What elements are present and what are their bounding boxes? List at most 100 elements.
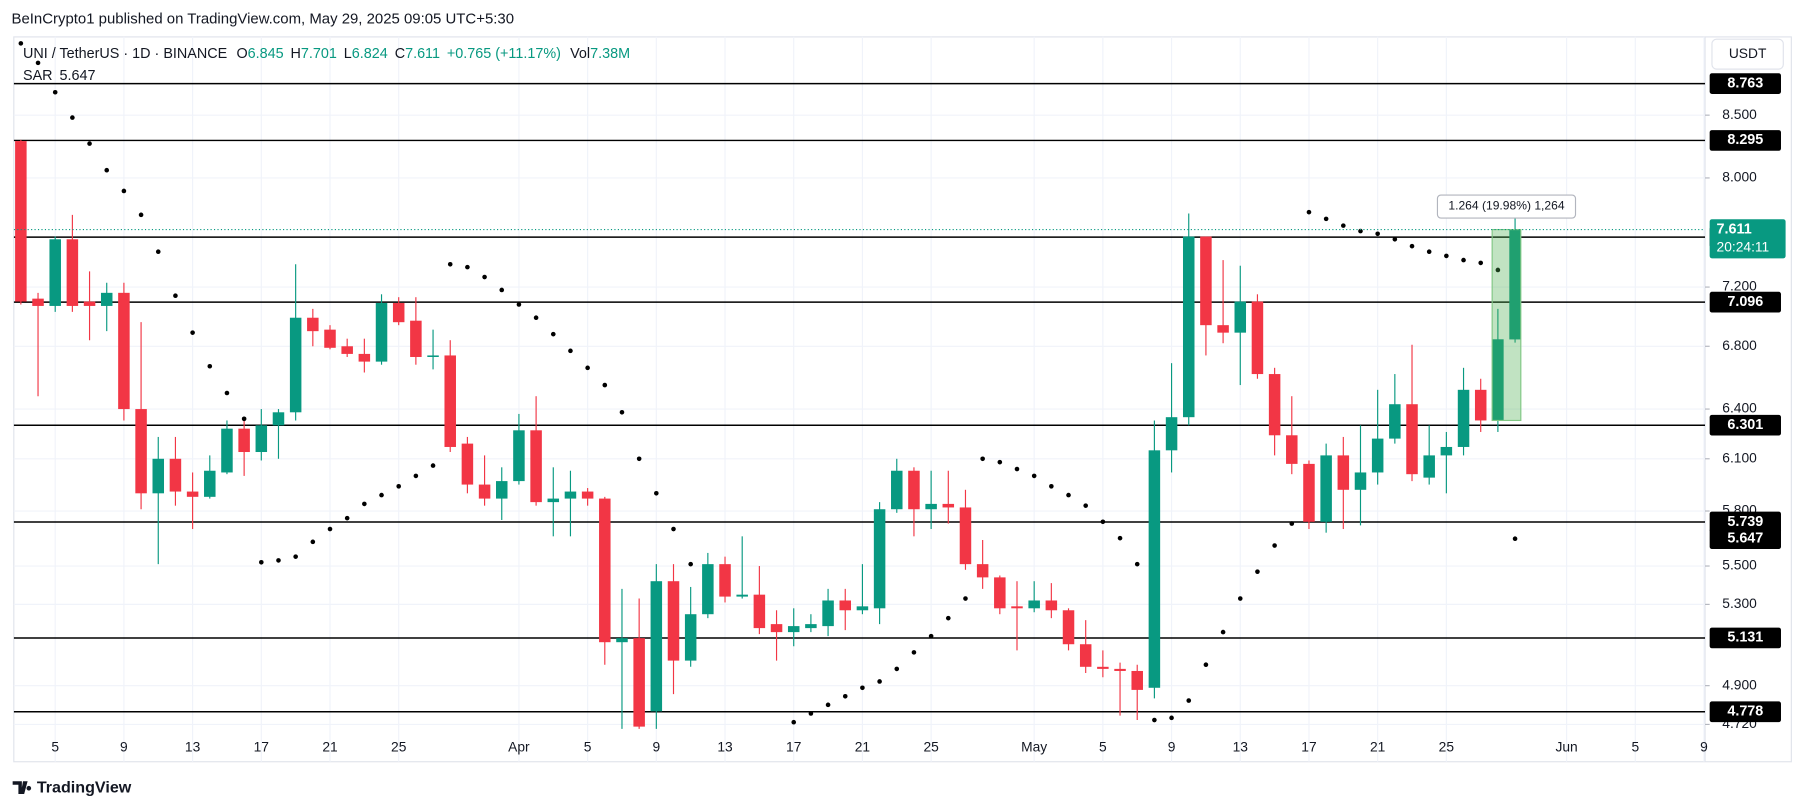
sar-dot (1409, 243, 1415, 249)
candle-body (805, 624, 817, 629)
sar-dot (362, 501, 367, 507)
sar-dot (224, 390, 230, 396)
candle-body (994, 577, 1006, 609)
sar-dot (1049, 484, 1054, 489)
candle-body (1303, 463, 1315, 522)
x-tick-label: 9 (120, 740, 128, 755)
x-tick-label: 17 (1301, 740, 1316, 755)
level-label: 5.739 (1727, 514, 1763, 530)
x-tick-label: 5 (51, 740, 59, 755)
sar-dot (465, 264, 470, 270)
sar-dot (1220, 629, 1226, 635)
sar-dot (928, 633, 934, 639)
sar-dot (259, 559, 264, 565)
sar-dot (791, 719, 797, 725)
candle-body (719, 564, 731, 597)
candle-body (495, 481, 508, 499)
candle-body (1234, 301, 1247, 333)
price-label: 7.611 (1717, 221, 1752, 237)
sar-dot (1255, 569, 1260, 574)
price-label-box (1709, 219, 1786, 259)
candle-body (787, 626, 800, 633)
legend: UNI / TetherUS · 1D · BINANCE O6.845 H7.70… (23, 46, 630, 62)
sar-dot (1478, 260, 1484, 266)
candle-body (1354, 472, 1367, 490)
x-tick-label: 9 (1700, 740, 1708, 755)
sar-label: 5.647 (1727, 531, 1763, 547)
level-label: 5.131 (1727, 630, 1763, 646)
sar-dot (121, 188, 127, 194)
y-tick-label: 5.300 (1722, 596, 1757, 611)
candle-body (324, 329, 336, 348)
sar-dot (533, 315, 539, 321)
sar-dot (842, 693, 848, 699)
sar-dot (1375, 231, 1380, 237)
candle-body (770, 624, 783, 633)
sar-dot (911, 650, 917, 655)
sar-dot (1358, 228, 1363, 234)
candle-body (1217, 325, 1229, 333)
x-tick-label: Jun (1555, 740, 1577, 755)
sar-dot (516, 302, 522, 307)
candle-body (633, 638, 645, 727)
level-label-box (1709, 130, 1781, 151)
legend-high-label: H (291, 46, 301, 62)
sar-dot (1323, 216, 1329, 222)
candle-body (135, 409, 147, 494)
level-label-box (1709, 291, 1781, 313)
candle-body (873, 509, 886, 609)
candle-body (1079, 644, 1092, 667)
x-tick-label: 25 (923, 740, 939, 755)
level-label: 7.096 (1727, 294, 1763, 310)
candle-body (221, 428, 233, 473)
sar-dot (1289, 521, 1295, 526)
logo-mark (12, 781, 32, 794)
level-label-box (1709, 511, 1781, 533)
candle-body (186, 491, 199, 497)
candle-body (1457, 389, 1470, 447)
candle-body (1492, 339, 1504, 421)
currency-button[interactable] (1711, 38, 1784, 70)
tradingview-logo: TradingView (12, 778, 132, 796)
sar-dot (1392, 236, 1398, 242)
candle-body (599, 498, 611, 643)
y-tick-label: 8.000 (1722, 170, 1757, 185)
candle-body (289, 317, 302, 413)
candle-body (1114, 668, 1126, 671)
sar-dot (52, 89, 58, 95)
sar-dot (482, 274, 487, 280)
currency-label[interactable]: USDT (1729, 46, 1767, 61)
grid (13, 36, 1706, 762)
level-label: 6.301 (1727, 417, 1763, 433)
sar-dot (619, 409, 625, 415)
candle-body (1148, 450, 1161, 688)
x-tick-label: 13 (717, 740, 733, 755)
x-tick-label: 13 (1233, 740, 1249, 755)
candle-body (1337, 455, 1350, 490)
sar-dot (1117, 535, 1123, 541)
candle-body (32, 298, 44, 306)
legend-open-label: O (236, 46, 247, 62)
candle-body (1509, 229, 1521, 340)
level-label-box (1709, 627, 1781, 649)
sar-dot (396, 484, 402, 489)
x-tick-label: 17 (786, 740, 801, 755)
x-tick-label: 13 (185, 740, 201, 755)
level-label-box (1709, 73, 1781, 94)
candle-body (530, 430, 542, 503)
candle-body (547, 498, 560, 503)
sar-dot (1237, 596, 1243, 601)
sar-dot (636, 456, 642, 462)
candle-body (1320, 455, 1332, 522)
candle-body (118, 292, 130, 410)
countdown-label: 20:24:11 (1717, 240, 1770, 255)
sar-dot (499, 287, 505, 293)
x-tick-label: 25 (1439, 740, 1455, 755)
candle-body (410, 320, 422, 357)
sar-dot (190, 330, 195, 335)
x-tick-label: 21 (322, 740, 337, 755)
candle-body (513, 430, 525, 482)
candle-body (925, 503, 937, 510)
y-tick-label: 4.900 (1722, 677, 1757, 692)
legend-close: 7.611 (405, 46, 440, 62)
